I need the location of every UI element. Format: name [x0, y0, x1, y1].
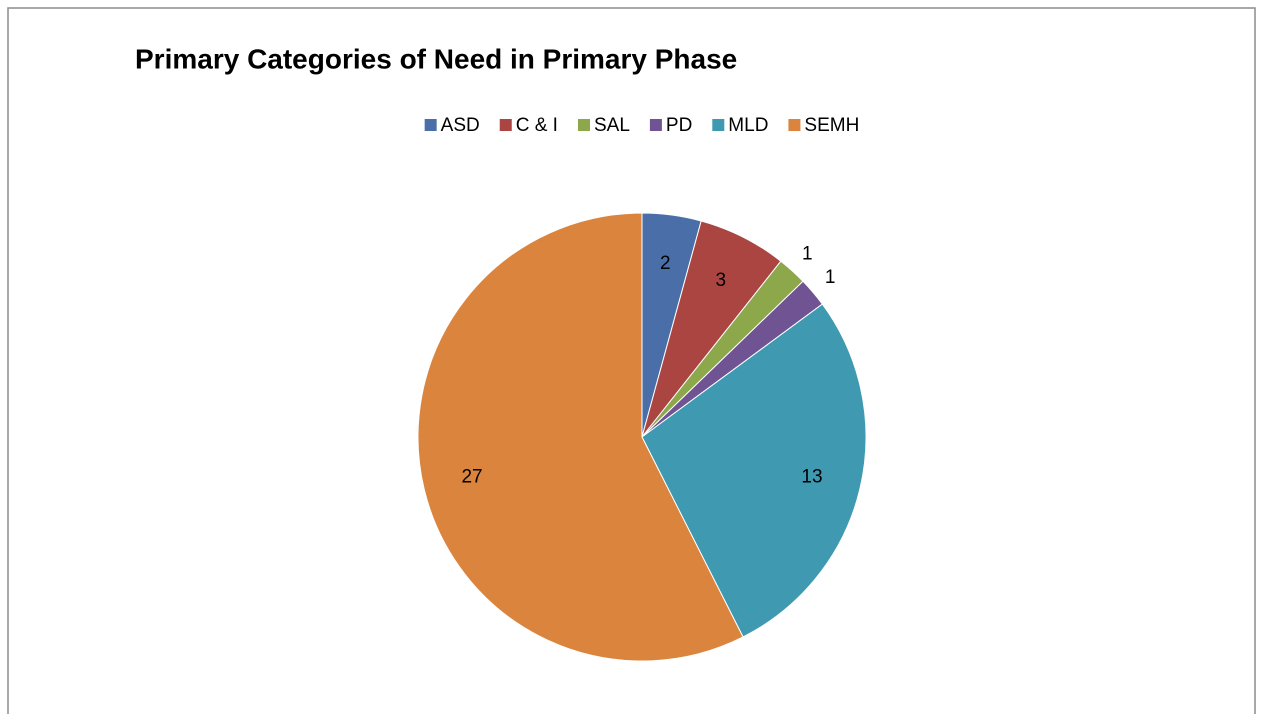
legend-swatch — [499, 119, 512, 131]
legend-swatch — [788, 119, 801, 131]
legend-label: SAL — [594, 115, 630, 136]
data-label: 27 — [461, 467, 482, 488]
pie-slice — [417, 212, 744, 662]
legend-label: MLD — [728, 115, 768, 136]
data-label: 1 — [802, 243, 813, 264]
legend-swatch — [424, 119, 437, 131]
legend-swatch — [649, 119, 662, 131]
legend-swatch — [712, 119, 725, 131]
pie-slice — [641, 303, 867, 638]
data-label: 3 — [716, 270, 727, 291]
legend-swatch — [577, 119, 590, 131]
data-label: 1 — [825, 267, 836, 288]
legend-label: SEMH — [804, 115, 859, 136]
chart-title: Primary Categories of Need in Primary Ph… — [135, 43, 737, 74]
legend-label: ASD — [441, 115, 480, 136]
data-label: 13 — [801, 467, 822, 488]
chart-border — [7, 7, 1256, 714]
data-label: 2 — [660, 253, 671, 274]
legend-label: C & I — [516, 115, 558, 136]
legend-label: PD — [666, 115, 692, 136]
